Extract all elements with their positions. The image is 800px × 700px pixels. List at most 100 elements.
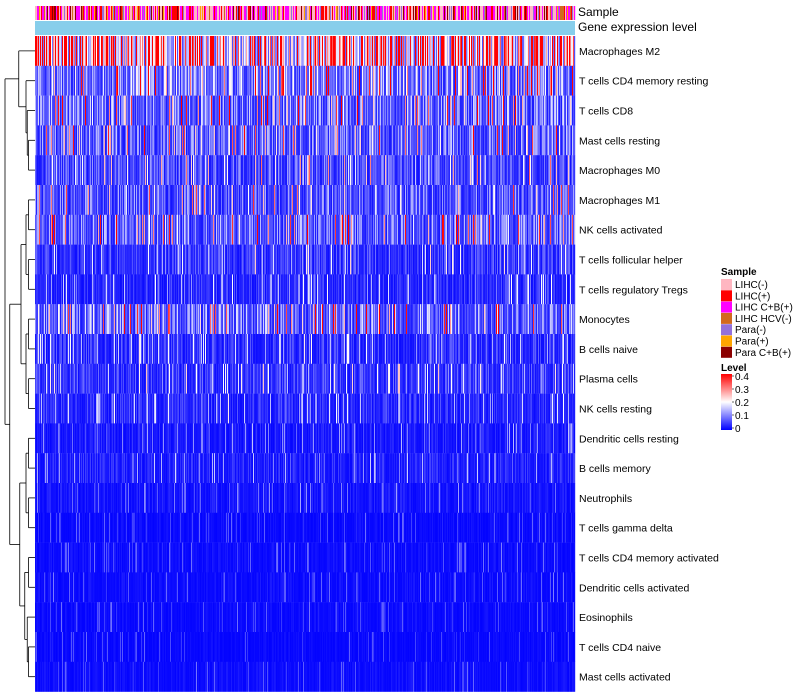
heatmap-cell [351,155,353,186]
heatmap-cell [52,125,54,156]
heatmap-cell [231,65,233,96]
heatmap-cell [264,155,266,186]
heatmap-cell [486,65,488,96]
heatmap-cell [241,155,243,186]
heatmap-cell [58,65,60,96]
heatmap-cell [450,36,452,66]
heatmap-cell [174,36,176,66]
heatmap-cell [435,65,437,96]
heatmap-cell [408,65,410,96]
heatmap-cell [172,95,174,126]
heatmap-cell [152,65,154,96]
heatmap-cell [408,125,410,156]
heatmap-cell [271,65,273,96]
heatmap-cell [430,36,432,66]
heatmap-cell [248,185,250,215]
heatmap-cell [481,36,483,66]
sample-annotation-cell [430,6,432,20]
heatmap-cell [390,185,392,215]
heatmap-cell [241,36,243,66]
heatmap-cell [64,155,66,186]
heatmap-cell [264,125,266,156]
heatmap-cell [330,185,332,215]
heatmap-cell [279,36,281,66]
heatmap-cell [484,155,486,186]
sample-annotation-cell [558,6,560,20]
heatmap-cell [62,36,64,66]
heatmap-cell [337,36,339,66]
heatmap-cell [298,185,300,215]
heatmap-cell [61,36,63,66]
heatmap-cell [96,65,98,96]
heatmap-cell [483,155,485,186]
heatmap-cell [46,95,48,126]
sample-annotation-cell [443,6,445,20]
heatmap-cell [527,95,529,126]
heatmap-cell [507,36,509,66]
sample-annotation-cell [142,6,144,20]
sample-annotation-cell [351,6,353,20]
sample-annotation-cell [541,6,543,20]
heatmap-cell [270,65,272,96]
sample-annotation-cell [464,6,466,20]
heatmap-cell [405,65,407,96]
heatmap-cell [251,185,253,215]
heatmap-cell [293,185,295,215]
sample-annotation-cell [197,6,199,20]
sample-annotation-cell [439,6,441,20]
heatmap-cell [222,125,224,156]
heatmap-cell [100,36,102,66]
heatmap-cell [154,65,156,96]
heatmap-cell [510,65,512,96]
heatmap-cell [515,36,517,66]
heatmap-cell [91,95,93,126]
sample-annotation-cell [140,6,142,20]
heatmap-cell [491,65,493,96]
sample-annotation-cell [107,6,109,20]
heatmap-cell [100,155,102,186]
heatmap-cell [325,155,327,186]
heatmap-cell [525,36,527,66]
heatmap-cell [230,185,232,215]
heatmap-cell [237,95,239,126]
sample-annotation-cell [435,6,437,20]
heatmap-cell [186,36,188,66]
heatmap-cell [243,95,245,126]
heatmap-cell [205,36,207,66]
heatmap-cell [59,155,61,186]
heatmap-cell [304,125,306,156]
heatmap-cell [61,155,63,186]
heatmap-cell [285,185,287,215]
heatmap-cell [404,95,406,126]
sample-annotation-cell [173,6,175,20]
sample-annotation-cell [345,6,347,20]
heatmap-cell [493,36,495,66]
heatmap-cell [96,125,98,156]
heatmap-cell [152,36,154,66]
heatmap-cell [253,95,255,126]
heatmap-cell [169,185,171,215]
heatmap-cell [526,36,528,66]
heatmap-cell [463,65,465,96]
heatmap-cell [466,36,468,66]
heatmap-cell [166,36,168,66]
heatmap-cell [382,65,384,96]
heatmap-cell [387,65,389,96]
heatmap-cell [495,125,497,156]
heatmap-cell [150,185,152,215]
sample-annotation-cell [130,6,132,20]
heatmap-cell [378,155,380,186]
heatmap-cell [478,185,480,215]
heatmap-cell [198,125,200,156]
heatmap-cell [224,36,226,66]
heatmap-cell [173,125,175,156]
sample-annotation-cell [333,6,335,20]
heatmap-cell [316,125,318,156]
heatmap-cell [143,125,145,156]
heatmap-cell [49,155,51,186]
heatmap-cell [495,185,497,215]
sample-annotation-cell [82,6,84,20]
heatmap-cell [511,125,513,156]
heatmap-cell [159,125,161,156]
heatmap-cell [260,65,262,96]
